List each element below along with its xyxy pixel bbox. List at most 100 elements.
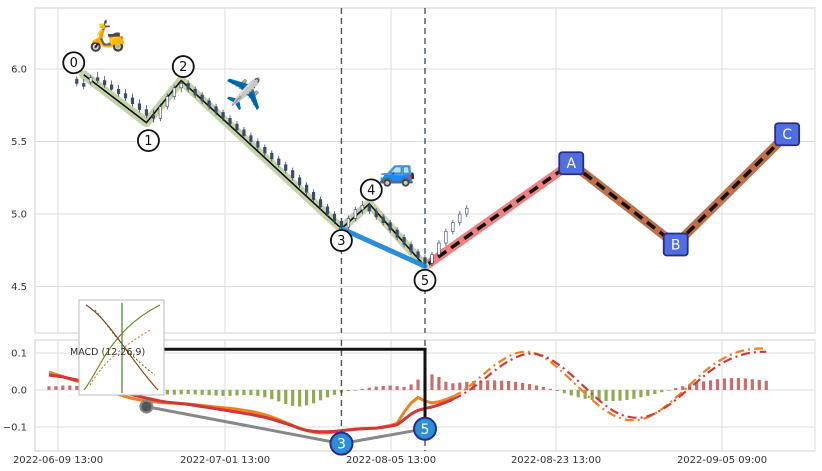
candle-body [130, 97, 135, 105]
histogram-bar [743, 378, 747, 390]
x-tick-label: 2022-07-01 13:00 [180, 455, 270, 466]
candle-body [249, 135, 253, 142]
histogram-bar [214, 389, 218, 396]
candle-body [103, 80, 107, 86]
histogram-bar [493, 380, 497, 390]
wave-label: 3 [330, 229, 353, 252]
candle-body [318, 199, 323, 208]
candle-body [270, 152, 274, 160]
macd-line-projection [452, 347, 767, 422]
histogram-bar [409, 384, 413, 390]
histogram-bar [374, 386, 378, 390]
histogram-bar [590, 389, 594, 400]
candle-body [242, 129, 246, 136]
histogram-bar [437, 377, 441, 390]
histogram-bar [639, 389, 643, 398]
candle-body [444, 231, 448, 244]
candle-body [388, 222, 392, 231]
histogram-bar [179, 389, 183, 395]
candle-body [75, 78, 79, 84]
histogram-bar [75, 385, 79, 390]
inset-curve-orange [89, 329, 151, 386]
histogram-bar [54, 386, 58, 390]
histogram-bar [298, 389, 302, 407]
histogram-bar [193, 389, 197, 395]
candle-body [158, 106, 162, 119]
histogram-bar [555, 389, 559, 392]
projection-label-box [662, 232, 689, 257]
projection-label-box [558, 151, 585, 176]
candle-body [151, 115, 155, 119]
candle-body [207, 100, 211, 107]
wave-label: 0 [62, 51, 86, 75]
x-tick-label: 2022-08-05 13:00 [346, 455, 436, 466]
histogram-bar [569, 389, 573, 396]
histogram-bar [611, 389, 615, 402]
projection-label: A [558, 151, 585, 176]
histogram-bar [750, 379, 754, 390]
histogram-bar [520, 382, 525, 390]
histogram-bar [597, 389, 601, 401]
candle-body [82, 83, 86, 87]
histogram-bar [646, 389, 650, 396]
histogram-bar [311, 389, 316, 404]
histogram-bar [527, 384, 532, 390]
histogram-bar [479, 380, 483, 390]
candle-body [221, 112, 225, 119]
histogram-bar [444, 381, 448, 390]
wave-label-circle [330, 229, 353, 252]
macd-wave-marker: 5 [413, 416, 437, 441]
candle-body [367, 205, 371, 212]
histogram-bar [583, 389, 587, 399]
candle-body [465, 207, 469, 215]
price-panel: 6.0 5.5 5.0 4.5 0 1 2 3 4 5 A B C 🛵 ✈️ 🚙 [11, 7, 816, 334]
candle-body [123, 93, 128, 99]
impulse-wave [79, 70, 430, 271]
candle-body [193, 88, 197, 96]
wave-label-circle [137, 129, 160, 153]
macd-title: MACD (12,26,9) [70, 347, 145, 358]
candlesticks [75, 71, 469, 268]
inset-curve-green [83, 304, 161, 391]
histogram-bar [242, 389, 246, 396]
abc-projection [420, 129, 792, 271]
histogram-bar [465, 381, 469, 390]
candle-body [395, 229, 399, 238]
candle-body [89, 77, 93, 83]
divergence-price-bracket [146, 347, 427, 429]
wave-3-5-link [338, 226, 428, 269]
histogram-bar [367, 387, 371, 390]
candle-body [291, 170, 295, 179]
candle-body [409, 244, 413, 253]
candle-body [332, 213, 337, 222]
wave-label-text: 0 [70, 56, 78, 71]
candle-body [325, 206, 330, 215]
histogram-bar [618, 389, 622, 401]
candle-body [437, 242, 441, 255]
histogram-bar [325, 389, 330, 398]
macd-wave-marker-text: 3 [337, 437, 346, 453]
histogram-bar [486, 380, 490, 390]
airplane-icon: ✈️ [225, 75, 262, 112]
macd-y-ticks: 0.1 0.0 −0.1 [3, 348, 27, 433]
candle-body [430, 254, 434, 264]
histogram-bar [360, 388, 364, 390]
wave-label-text: 1 [144, 134, 152, 149]
histogram-bar [695, 382, 699, 390]
histogram-bar [451, 383, 455, 390]
histogram-bar [256, 389, 260, 396]
candle-body [214, 106, 218, 113]
histogram-bar [604, 389, 608, 402]
histogram-bar [513, 381, 518, 390]
macd-wave-marker-text: 5 [421, 422, 430, 438]
histogram-bar [47, 386, 51, 390]
projection-label-text: C [782, 127, 792, 143]
histogram-bar [736, 378, 740, 390]
y-tick-label: 0.0 [11, 385, 27, 396]
histogram-bar [506, 381, 511, 390]
histogram-bar [764, 380, 768, 390]
histogram-bar [708, 380, 713, 390]
histogram-bar [402, 386, 406, 390]
